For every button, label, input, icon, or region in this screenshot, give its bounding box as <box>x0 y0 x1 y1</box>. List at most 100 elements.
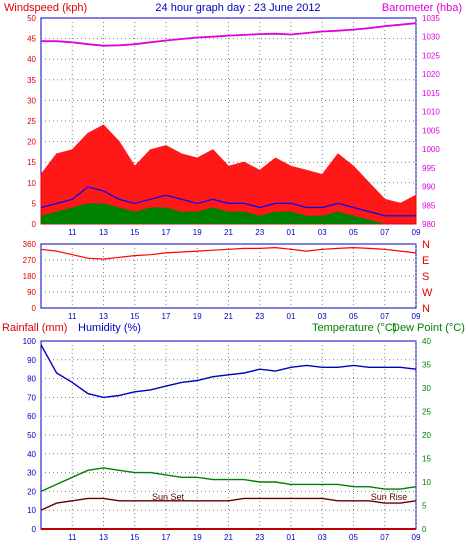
right-tick-label: N <box>422 303 430 315</box>
x-tick-label: 09 <box>412 312 421 321</box>
x-tick-label: 03 <box>318 228 327 237</box>
x-tick-label: 09 <box>412 533 421 542</box>
average-wind-series <box>40 186 416 217</box>
x-tick-label: 11 <box>68 312 77 321</box>
sunrise-annotation: Sun Rise <box>371 492 408 502</box>
right-tick-label: 1010 <box>422 108 440 117</box>
humidity-series <box>40 344 417 399</box>
x-tick-label: 17 <box>162 228 171 237</box>
right-tick-label: 0 <box>422 525 427 534</box>
rainfall-axis-label: Rainfall (mm) <box>2 322 67 334</box>
x-tick-label: 19 <box>193 312 202 321</box>
left-tick-label: 180 <box>23 272 37 281</box>
left-tick-label: 80 <box>27 375 36 384</box>
x-tick-label: 03 <box>318 533 327 542</box>
panel2-grid <box>41 244 417 308</box>
windspeed-axis-label: Windspeed (kph) <box>4 2 87 14</box>
sunset-annotation: Sun Set <box>152 492 185 502</box>
barometer-axis-label: Barometer (hba) <box>382 2 462 14</box>
dewpoint-series <box>40 497 417 511</box>
left-tick-label: 35 <box>27 76 36 85</box>
left-tick-label: 15 <box>27 158 36 167</box>
temperature-axis-label: Temperature (°C) <box>312 322 396 334</box>
panel1-right-ticks: 980 985 990 995 1000 1005 1010 1015 1020 1025 1030… <box>422 14 440 229</box>
right-tick-label: 1005 <box>422 126 440 135</box>
wind-direction-series <box>40 246 417 260</box>
calm-series <box>41 203 416 224</box>
right-tick-label: S <box>422 271 429 283</box>
x-tick-label: 09 <box>412 228 421 237</box>
left-tick-label: 30 <box>27 96 36 105</box>
x-tick-label: 17 <box>162 533 171 542</box>
right-tick-label: 20 <box>422 431 431 440</box>
gust-series <box>40 124 417 225</box>
panel3-x-ticks: 11 13 15 17 19 21 23 01 03 05 07 09 <box>68 533 421 542</box>
left-tick-label: 20 <box>27 138 36 147</box>
x-tick-label: 07 <box>380 533 389 542</box>
x-tick-label: 19 <box>193 533 202 542</box>
panel2-x-ticks: 11 13 15 17 19 21 23 01 03 05 07 09 <box>68 312 421 321</box>
x-tick-label: 07 <box>380 312 389 321</box>
left-tick-label: 10 <box>27 179 36 188</box>
x-tick-label: 13 <box>99 533 108 542</box>
right-tick-label: 1020 <box>422 70 440 79</box>
x-tick-label: 15 <box>130 533 139 542</box>
right-tick-label: 1030 <box>422 33 440 42</box>
x-tick-label: 23 <box>255 533 264 542</box>
panel2-series <box>40 246 417 260</box>
right-tick-label: 5 <box>422 502 427 511</box>
humidity-axis-label: Humidity (%) <box>78 322 141 334</box>
right-tick-label: 25 <box>422 408 431 417</box>
left-tick-label: 45 <box>27 35 36 44</box>
x-tick-label: 05 <box>349 228 358 237</box>
x-tick-label: 01 <box>287 312 296 321</box>
x-tick-label: 11 <box>68 228 77 237</box>
left-tick-label: 50 <box>27 431 36 440</box>
left-tick-label: 40 <box>27 55 36 64</box>
left-tick-label: 90 <box>27 356 36 365</box>
left-tick-label: 10 <box>27 506 36 515</box>
right-tick-label: E <box>422 255 429 267</box>
right-tick-label: N <box>422 239 430 251</box>
x-tick-label: 13 <box>99 312 108 321</box>
left-tick-label: 90 <box>27 288 36 297</box>
right-tick-label: 40 <box>422 337 431 346</box>
x-tick-label: 21 <box>224 533 233 542</box>
right-tick-label: 15 <box>422 455 431 464</box>
left-tick-label: 25 <box>27 117 36 126</box>
x-tick-label: 21 <box>224 312 233 321</box>
right-tick-label: 1000 <box>422 145 440 154</box>
temperature-series <box>40 467 417 493</box>
x-tick-label: 15 <box>130 312 139 321</box>
left-tick-label: 70 <box>27 393 36 402</box>
right-tick-label: 10 <box>422 478 431 487</box>
left-tick-label: 0 <box>32 525 37 534</box>
x-tick-label: 13 <box>99 228 108 237</box>
left-tick-label: 100 <box>23 337 37 346</box>
panel1-left-ticks: 0 5 10 15 20 25 30 35 40 45 50 <box>27 14 36 229</box>
right-tick-label: 1015 <box>422 89 440 98</box>
left-tick-label: 5 <box>32 199 37 208</box>
x-tick-label: 23 <box>255 312 264 321</box>
panel1-x-ticks: 11 13 15 17 19 21 23 01 03 05 07 09 <box>68 228 421 237</box>
left-tick-label: 30 <box>27 469 36 478</box>
x-tick-label: 01 <box>287 228 296 237</box>
panel1-series <box>40 22 417 225</box>
left-tick-label: 40 <box>27 450 36 459</box>
right-tick-label: 1025 <box>422 51 440 60</box>
right-tick-label: 985 <box>422 201 436 210</box>
right-tick-label: 1035 <box>422 14 440 23</box>
x-tick-label: 19 <box>193 228 202 237</box>
left-tick-label: 60 <box>27 412 36 421</box>
right-tick-label: 995 <box>422 164 436 173</box>
right-tick-label: 990 <box>422 183 436 192</box>
barometer-series <box>41 22 417 47</box>
chart-title: 24 hour graph day : 23 June 2012 <box>155 2 320 14</box>
panel2-left-ticks: 0 90 180 270 360 <box>23 240 37 313</box>
panel3-grid <box>41 341 417 529</box>
panel3-right-ticks: 0 5 10 15 20 25 30 35 40 <box>422 337 431 534</box>
left-tick-label: 20 <box>27 487 36 496</box>
